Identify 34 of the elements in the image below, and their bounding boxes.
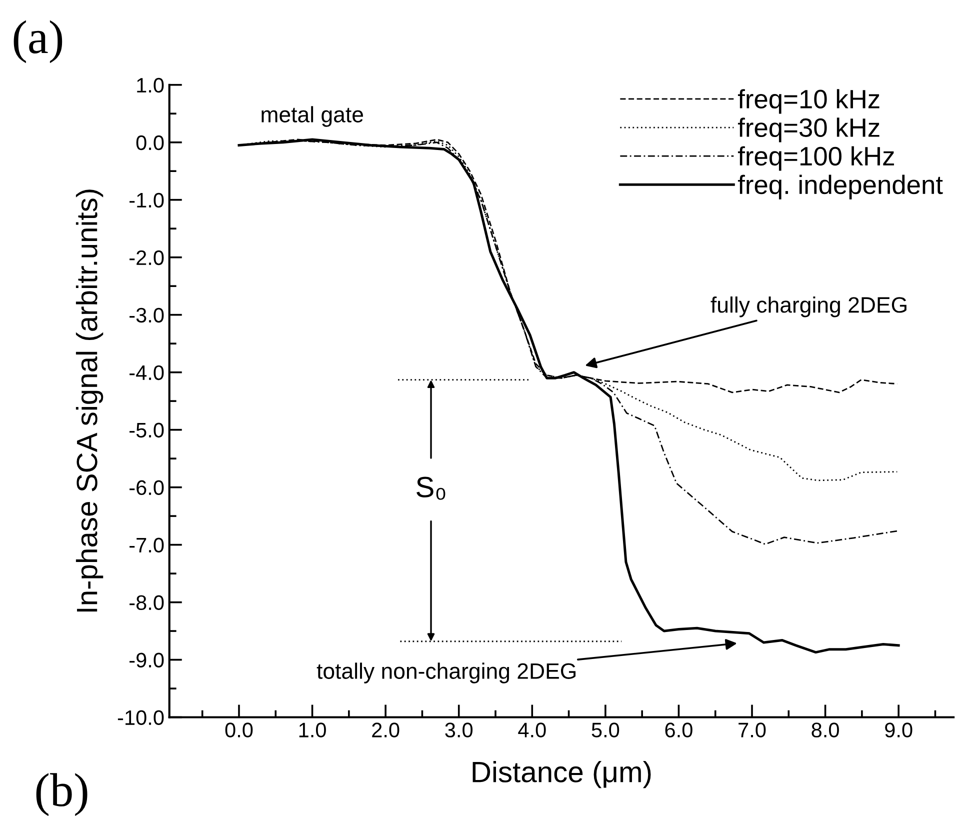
y-tick-label: -10.0 (118, 710, 164, 726)
x-tick-label: 8.0 (812, 722, 839, 738)
y-tick-label: -3.0 (130, 308, 164, 323)
chart-title: (a) (14, 20, 62, 64)
y-axis-title: In-phase SCA signal (arbitr.units) (76, 190, 104, 612)
x-tick-label: 0.0 (225, 722, 253, 738)
legend-label: freq=30 kHz (738, 118, 880, 142)
annotation: totally non-charging 2DEG (316, 662, 576, 684)
y-tick-label: -7.0 (130, 538, 164, 553)
y-tick-label: -5.0 (130, 422, 164, 438)
y-tick-label: -6.0 (130, 480, 164, 496)
x-tick-label: 9.0 (885, 722, 912, 738)
x-tick-label: 4.0 (518, 722, 546, 738)
x-tick-label: 7.0 (738, 722, 766, 738)
y-tick-label: 1.0 (137, 78, 164, 93)
legend-label: freq=10 kHz (738, 89, 880, 114)
x-tick-label: 2.0 (372, 722, 400, 738)
y-tick-label: -1.0 (130, 192, 164, 208)
x-tick-label: 5.0 (592, 722, 620, 738)
x-tick-label: 6.0 (665, 722, 692, 738)
y-tick-label: -8.0 (130, 595, 164, 610)
annotation: S₀ (416, 476, 446, 500)
y-tick-label: -4.0 (130, 365, 164, 380)
y-tick-label: -2.0 (130, 250, 164, 266)
text: (b) (36, 773, 88, 816)
y-tick-label: 0.0 (136, 135, 164, 150)
annotation: metal gate (262, 106, 363, 127)
legend-label: freq=100 kHz (738, 146, 894, 171)
x-tick-label: 1.0 (299, 722, 326, 738)
x-tick-label: 3.0 (445, 722, 473, 738)
y-tick-label: -9.0 (130, 652, 164, 668)
x-axis-title: Distance (μm) (472, 760, 651, 788)
annotation: fully charging 2DEG (710, 296, 906, 318)
legend-label: freq. independent (738, 174, 943, 200)
